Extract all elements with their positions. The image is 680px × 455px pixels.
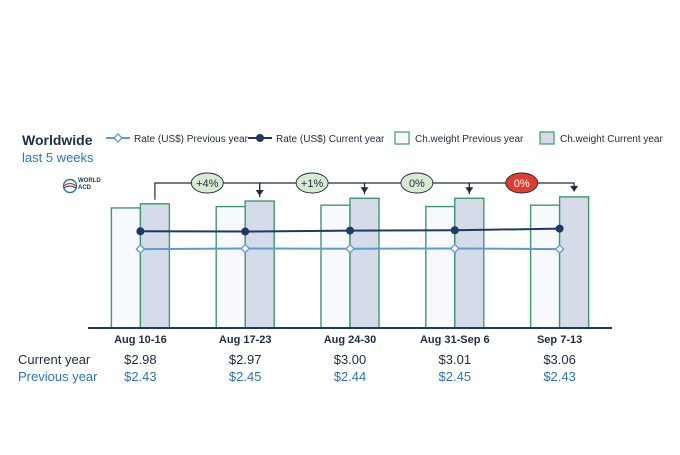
bar-chweight-prev	[110, 207, 142, 329]
previous-year-rate-value: $2.44	[333, 369, 367, 384]
change-bubble	[400, 172, 434, 194]
current-year-rate-value: $2.97	[228, 352, 262, 367]
x-tick-label: Aug 17-23	[219, 334, 272, 346]
previous-year-rate-value: $2.43	[124, 369, 157, 384]
change-bubble	[505, 172, 539, 194]
point-rate-prev	[554, 244, 565, 255]
bar-chweight-cur	[139, 203, 171, 329]
legend: Rate (US$) Previous year Rate (US$) Curre…	[106, 131, 663, 145]
globe-icon	[62, 178, 78, 194]
x-tick-label: Aug 24-30	[324, 334, 377, 346]
legend-rate-cur-marker	[256, 134, 264, 142]
x-tick-label: Sep 7-13	[537, 334, 582, 346]
change-arrow	[570, 185, 579, 192]
change-label: 0%	[514, 178, 530, 190]
previous-year-rate-value: $2.43	[543, 369, 576, 384]
previous-year-row-label: Previous year	[18, 369, 98, 384]
bar-chweight-cur	[454, 197, 485, 329]
change-bubble	[190, 172, 224, 194]
change-bubble	[295, 172, 329, 194]
current-year-rate-value: $3.01	[438, 352, 472, 367]
point-rate-prev	[345, 243, 355, 254]
point-rate-prev	[240, 243, 251, 254]
logo-text: WORLD ACD	[78, 178, 101, 192]
previous-year-rate-value: $2.45	[228, 369, 262, 384]
legend-rate-prev-label: Rate (US$) Previous year	[134, 134, 249, 145]
change-label: +4%	[196, 178, 219, 190]
bar-chweight-cur	[244, 200, 275, 329]
point-rate-prev	[449, 243, 460, 254]
current-year-rate-value: $3.00	[333, 352, 367, 367]
change-label: 0%	[409, 178, 425, 190]
bar-chweight-prev	[320, 204, 351, 329]
change-label: +1%	[301, 178, 324, 190]
legend-cw-cur-label: Ch.weight Current year	[560, 134, 663, 145]
chart-title: Worldwide	[22, 132, 93, 148]
x-tick-label: Aug 10-16	[114, 334, 167, 346]
point-rate-cur	[136, 227, 145, 236]
previous-year-rate-value: $2.45	[438, 369, 472, 384]
point-rate-cur	[450, 226, 459, 235]
point-rate-prev	[135, 244, 146, 255]
bar-chweight-prev	[215, 205, 246, 329]
current-year-rate-value: $3.06	[543, 352, 576, 367]
chart-subtitle: last 5 weeks	[22, 150, 94, 165]
legend-rate-prev-marker	[113, 133, 123, 143]
bar-chweight-cur	[349, 197, 380, 329]
legend-cw-prev-label: Ch.weight Previous year	[415, 134, 524, 145]
logo-line1: WORLD	[78, 178, 101, 184]
x-tick-label: Aug 31-Sep 6	[420, 334, 490, 346]
world-acd-logo: WORLD ACD	[62, 176, 122, 198]
logo-line2: ACD	[78, 185, 91, 191]
legend-cw-cur-swatch	[539, 131, 555, 145]
point-rate-cur	[241, 227, 250, 236]
point-rate-cur	[555, 224, 564, 233]
bar-chweight-cur	[558, 196, 590, 329]
current-year-rate-value: $2.98	[124, 352, 157, 367]
bar-chweight-prev	[425, 205, 456, 329]
bar-chweight-prev	[529, 204, 561, 329]
current-year-row-label: Current year	[18, 352, 91, 367]
legend-rate-cur-label: Rate (US$) Current year	[276, 134, 385, 145]
point-rate-cur	[346, 226, 354, 235]
legend-cw-prev-swatch	[394, 131, 410, 145]
